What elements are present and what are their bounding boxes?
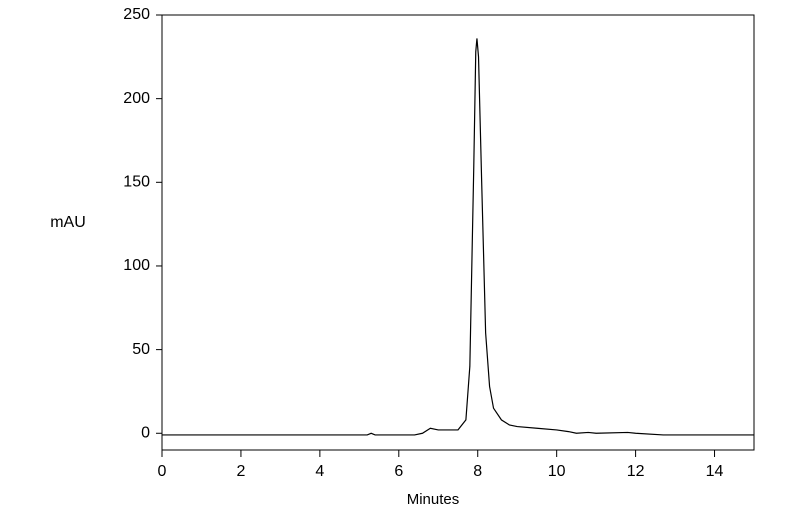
x-tick-label: 14: [706, 463, 724, 480]
x-axis-label: Minutes: [407, 491, 460, 508]
y-axis-label: mAU: [50, 214, 86, 231]
y-tick-label: 150: [123, 174, 150, 191]
y-tick-label: 100: [123, 257, 150, 274]
y-tick-label: 200: [123, 90, 150, 107]
x-tick-label: 12: [627, 463, 645, 480]
plot-frame: [161, 14, 755, 451]
x-tick-label: 0: [158, 463, 167, 480]
y-tick-label: 50: [132, 341, 150, 358]
x-tick-label: 10: [548, 463, 566, 480]
x-tick-label: 6: [394, 463, 403, 480]
x-tick-label: 8: [473, 463, 482, 480]
x-tick-label: 2: [236, 463, 245, 480]
y-tick-label: 250: [123, 6, 150, 23]
y-tick-label: 0: [141, 424, 150, 441]
x-tick-label: 4: [315, 463, 324, 480]
chromatogram-line: [162, 38, 754, 436]
